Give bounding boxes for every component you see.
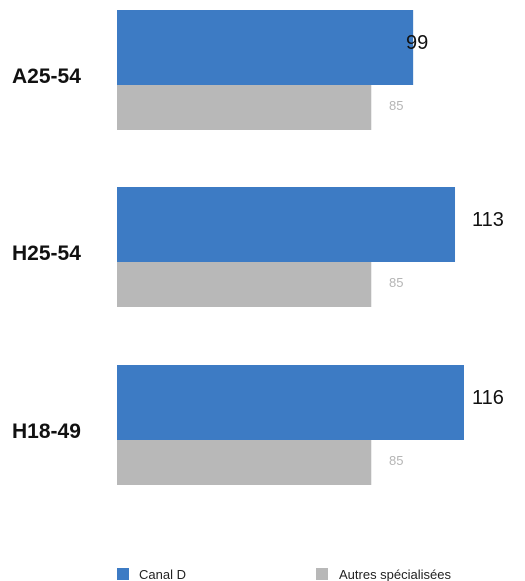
legend-label-autres-specialisees: Autres spécialisées bbox=[339, 567, 451, 581]
bar-autres-specialisees-h25-54 bbox=[117, 262, 372, 307]
category-label-a25-54: A25-54 bbox=[12, 65, 81, 88]
value-label-autres-specialisees-a25-54: 85 bbox=[389, 98, 403, 113]
legend-label-canal-d: Canal D bbox=[139, 567, 186, 581]
bar-autres-specialisees-a25-54 bbox=[117, 85, 372, 130]
value-label-autres-specialisees-h25-54: 85 bbox=[389, 275, 403, 290]
value-label-canal-d-h18-49: 116 bbox=[472, 387, 504, 409]
category-label-h25-54: H25-54 bbox=[12, 242, 81, 265]
value-label-canal-d-h25-54: 113 bbox=[472, 209, 504, 231]
bar-canal-d-a25-54 bbox=[117, 10, 414, 85]
value-label-autres-specialisees-h18-49: 85 bbox=[389, 453, 403, 468]
bar-canal-d-h25-54 bbox=[117, 187, 456, 262]
legend-swatch-canal-d bbox=[117, 568, 129, 580]
bar-canal-d-h18-49 bbox=[117, 365, 464, 440]
category-label-h18-49: H18-49 bbox=[12, 420, 81, 443]
legend-swatch-autres-specialisees bbox=[316, 568, 328, 580]
value-label-canal-d-a25-54: 99 bbox=[406, 32, 428, 54]
bar-autres-specialisees-h18-49 bbox=[117, 440, 372, 485]
